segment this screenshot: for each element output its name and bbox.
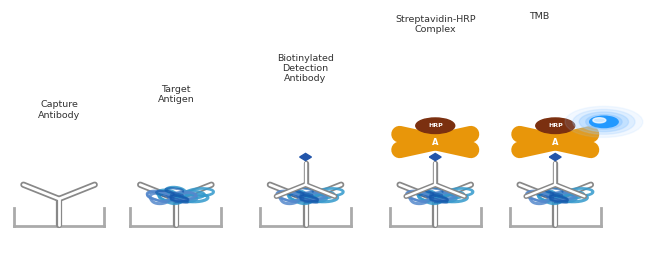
Polygon shape bbox=[430, 153, 441, 161]
Circle shape bbox=[586, 115, 622, 129]
Polygon shape bbox=[549, 153, 561, 161]
Polygon shape bbox=[300, 153, 311, 161]
Text: A: A bbox=[552, 138, 558, 147]
Circle shape bbox=[573, 109, 635, 134]
Circle shape bbox=[536, 118, 575, 133]
Circle shape bbox=[416, 118, 455, 133]
Text: Biotinylated
Detection
Antibody: Biotinylated Detection Antibody bbox=[277, 54, 334, 83]
Circle shape bbox=[565, 106, 643, 137]
Circle shape bbox=[590, 116, 618, 128]
Text: TMB: TMB bbox=[529, 12, 549, 21]
Circle shape bbox=[579, 112, 629, 132]
Text: Streptavidin-HRP
Complex: Streptavidin-HRP Complex bbox=[395, 15, 476, 34]
Text: HRP: HRP bbox=[428, 123, 443, 128]
Text: Capture
Antibody: Capture Antibody bbox=[38, 100, 80, 120]
Circle shape bbox=[593, 118, 606, 123]
Text: A: A bbox=[432, 138, 439, 147]
Text: HRP: HRP bbox=[548, 123, 563, 128]
Text: Target
Antigen: Target Antigen bbox=[157, 85, 194, 104]
